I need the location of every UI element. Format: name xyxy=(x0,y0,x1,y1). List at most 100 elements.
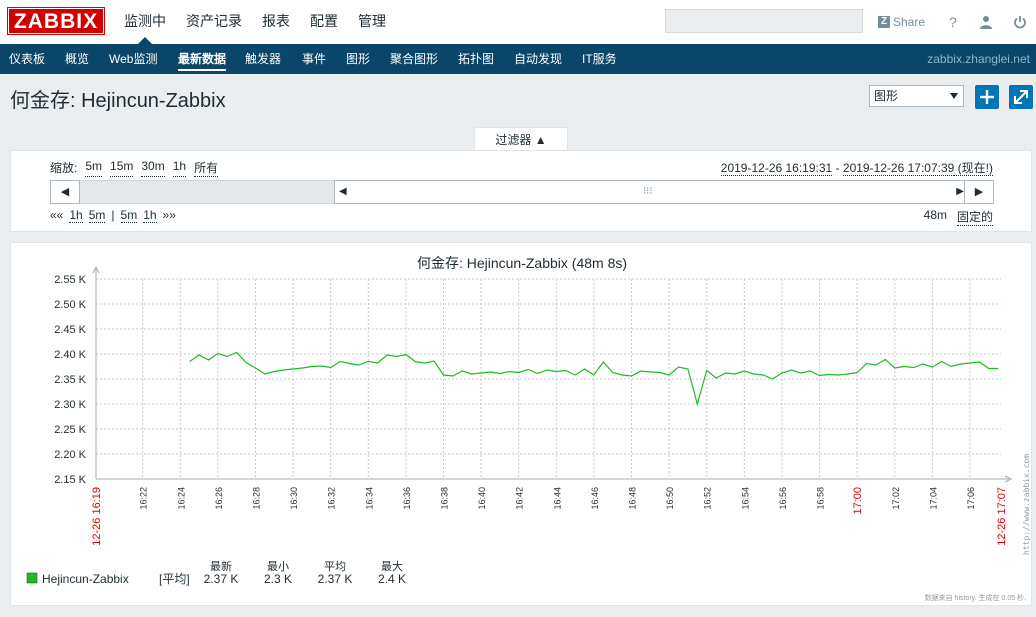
menu-inventory[interactable]: 资产记录 xyxy=(186,13,242,29)
slider-left-button[interactable]: ◀ xyxy=(50,180,80,204)
nav-fwd-5m[interactable]: 5m xyxy=(120,208,138,223)
legend-col-value: 2.3 K xyxy=(264,572,292,586)
menu-reports[interactable]: 报表 xyxy=(262,13,290,29)
subnav-graphs[interactable]: 图形 xyxy=(346,52,371,66)
range-separator: - xyxy=(832,161,843,175)
user-icon[interactable] xyxy=(976,12,996,32)
legend-col-value: 2.37 K xyxy=(318,572,353,586)
x-tick-label: 16:42 xyxy=(515,487,525,510)
zoom-1h[interactable]: 1h xyxy=(172,159,187,177)
range-from[interactable]: 2019-12-26 16:19:31 xyxy=(720,161,833,176)
view-select[interactable]: 图形 xyxy=(869,85,964,107)
plus-icon xyxy=(980,90,994,104)
menu-administration[interactable]: 管理 xyxy=(358,13,386,29)
zoom-all[interactable]: 所有 xyxy=(194,161,219,177)
zabbix-share-icon: Z xyxy=(878,16,890,28)
zabbix-logo[interactable]: ZABBIX xyxy=(7,7,105,35)
subnav-discovery[interactable]: 自动发现 xyxy=(514,52,563,66)
legend-swatch xyxy=(26,572,38,584)
nav-fwd-all[interactable]: »» xyxy=(162,208,176,222)
menu-monitoring[interactable]: 监测中 xyxy=(114,0,176,44)
subnav-overview[interactable]: 概览 xyxy=(65,52,90,66)
nav-back-1h[interactable]: 1h xyxy=(69,208,83,223)
share-button[interactable]: Z Share xyxy=(878,12,925,32)
subnav-latest-data[interactable]: 最新数据 xyxy=(178,44,227,74)
filter-tab[interactable]: 过滤器 ▲ xyxy=(474,127,568,151)
subnav-web[interactable]: Web监测 xyxy=(109,52,158,66)
x-tick-label: 16:22 xyxy=(139,487,149,510)
legend-col-value: 2.37 K xyxy=(204,572,239,586)
help-icon[interactable]: ? xyxy=(949,14,957,30)
slider-left-handle[interactable]: ◀ xyxy=(339,186,347,197)
filter-panel: 缩放: 5m 15m 30m 1h 所有 2019-12-26 16:19:31… xyxy=(10,150,1032,232)
y-tick-label: 2.25 K xyxy=(54,424,86,436)
x-tick-label: 16:36 xyxy=(402,487,412,510)
x-tick-label: 16:26 xyxy=(214,487,224,510)
power-icon[interactable] xyxy=(1010,12,1030,32)
zoom-5m[interactable]: 5m xyxy=(85,159,103,177)
fullscreen-button[interactable] xyxy=(1009,85,1033,109)
x-tick-label: 17:00 xyxy=(852,487,864,515)
x-tick-label: 16:50 xyxy=(665,487,675,510)
subnav-dashboard[interactable]: 仪表板 xyxy=(9,52,46,66)
x-tick-label: 16:58 xyxy=(816,487,826,510)
x-tick-label: 16:44 xyxy=(552,487,562,510)
period-row: 48m 固定的 xyxy=(924,208,993,226)
time-slider[interactable]: ◀ ◀ ⁝⁝⁝ ▶ ▶ xyxy=(50,180,994,204)
nav-back-5m[interactable]: 5m xyxy=(88,208,106,223)
x-tick-label: 16:34 xyxy=(364,487,374,510)
slider-right-button[interactable]: ▶ xyxy=(964,180,994,204)
y-tick-label: 2.15 K xyxy=(54,474,86,486)
page-title: 何金存: Hejincun-Zabbix xyxy=(10,90,226,112)
legend-col-label: 最大 xyxy=(381,559,403,573)
x-tick-label: 16:46 xyxy=(590,487,600,510)
x-tick-label: 17:04 xyxy=(928,487,938,510)
add-button[interactable] xyxy=(975,85,999,109)
zoom-30m[interactable]: 30m xyxy=(141,159,165,177)
search-input[interactable] xyxy=(665,9,863,33)
x-tick-label: 16:56 xyxy=(778,487,788,510)
series-line xyxy=(189,351,999,407)
legend-series-name: Hejincun-Zabbix xyxy=(42,572,129,586)
fixed-toggle[interactable]: 固定的 xyxy=(956,210,993,226)
x-axis-arrow-icon xyxy=(1004,475,1013,483)
subnav-it-services[interactable]: IT服务 xyxy=(582,52,617,66)
share-label: Share xyxy=(893,15,926,29)
y-tick-label: 2.50 K xyxy=(54,299,86,311)
y-tick-label: 2.20 K xyxy=(54,449,86,461)
subnav-screens[interactable]: 聚合图形 xyxy=(390,52,439,66)
subnav-triggers[interactable]: 触发器 xyxy=(245,52,282,66)
nav-separator: | xyxy=(111,208,115,222)
legend-col-label: 最新 xyxy=(210,559,232,573)
time-range: 2019-12-26 16:19:31 - 2019-12-26 17:07:3… xyxy=(720,159,993,176)
main-menu: 监测中 资产记录 报表 配置 管理 xyxy=(114,0,396,44)
zoom-label: 缩放: xyxy=(50,161,78,175)
zoom-15m[interactable]: 15m xyxy=(110,159,134,177)
sub-navigation: 仪表板 概览 Web监测 最新数据 触发器 事件 图形 聚合图形 拓扑图 自动发… xyxy=(0,44,1036,74)
menu-configuration[interactable]: 配置 xyxy=(310,13,338,29)
slider-grip-icon[interactable]: ⁝⁝⁝ xyxy=(643,186,653,197)
x-tick-label: 16:54 xyxy=(740,487,750,510)
graph-chart[interactable]: 何金存: Hejincun-Zabbix (48m 8s) 2.15 K 2.20 … xyxy=(11,243,1033,607)
chevron-down-icon xyxy=(950,93,958,99)
x-tick-label: 16:30 xyxy=(289,487,299,510)
legend-agg-label: [平均] xyxy=(159,572,190,586)
nav-fwd-1h[interactable]: 1h xyxy=(143,208,157,223)
x-tick-label: 16:38 xyxy=(440,487,450,510)
slider-bar[interactable]: ◀ ⁝⁝⁝ ▶ xyxy=(334,180,969,204)
y-tick-label: 2.45 K xyxy=(54,324,86,336)
range-now[interactable]: (现在!) xyxy=(954,161,993,176)
legend-col-label: 最小 xyxy=(267,560,289,573)
nav-back-all[interactable]: «« xyxy=(50,208,64,222)
legend-col-label: 平均 xyxy=(324,560,346,573)
watermark: http://www.zabbix.com xyxy=(1022,454,1031,555)
x-tick-label: 17:06 xyxy=(966,487,976,510)
slider-right-handle[interactable]: ▶ xyxy=(956,186,964,197)
range-to[interactable]: 2019-12-26 17:07:39 xyxy=(842,161,955,176)
subnav-events[interactable]: 事件 xyxy=(302,52,327,66)
x-end-label: 12-26 17:07 xyxy=(996,487,1008,546)
x-tick-label: 16:28 xyxy=(252,487,262,510)
period-nav: «« 1h 5m | 5m 1h »» xyxy=(50,208,176,223)
period-length: 48m xyxy=(923,208,947,222)
subnav-maps[interactable]: 拓扑图 xyxy=(458,52,495,66)
